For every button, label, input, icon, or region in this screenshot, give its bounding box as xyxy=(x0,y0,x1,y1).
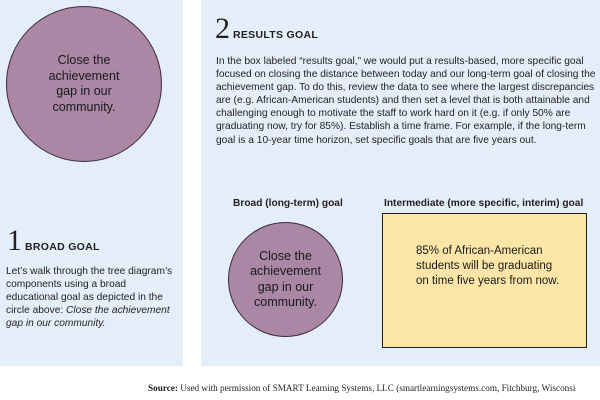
broad-goal-panel: Close the achievement gap in our communi… xyxy=(0,0,183,366)
broad-goal-heading: 1 BROAD GOAL xyxy=(7,226,100,256)
broad-goal-example: Close the achievement gap in our communi… xyxy=(6,305,170,330)
results-goal-title: RESULTS GOAL xyxy=(233,29,319,41)
source-credit: Source: Used with permission of SMART Le… xyxy=(148,383,575,393)
intermediate-goal-text: 85% of African-American students will be… xyxy=(416,245,560,288)
broad-goal-title: BROAD GOAL xyxy=(25,241,100,253)
broad-goal-circle-text: Close the achievement gap in our communi… xyxy=(48,53,120,114)
broad-goal-text: Let’s walk through the tree diagram’s co… xyxy=(6,265,178,330)
long-term-goal-circle: Close the achievement gap in our communi… xyxy=(228,222,343,337)
broad-goal-number: 1 xyxy=(7,224,22,257)
results-goal-heading: 2 RESULTS GOAL xyxy=(215,14,318,44)
intermediate-goal-box: 85% of African-American students will be… xyxy=(382,213,587,348)
broad-long-term-goal-label: Broad (long-term) goal xyxy=(233,198,343,209)
broad-goal-circle: Close the achievement gap in our communi… xyxy=(6,6,162,162)
intermediate-goal-label: Intermediate (more specific, interim) go… xyxy=(384,198,584,209)
results-goal-number: 2 xyxy=(215,12,230,45)
broad-goal-description: Let’s walk through the tree diagram’s co… xyxy=(6,266,173,317)
results-goal-text: In the box labeled “results goal,” we wo… xyxy=(216,56,596,146)
source-text: Used with permission of SMART Learning S… xyxy=(180,383,576,393)
long-term-goal-circle-text: Close the achievement gap in our communi… xyxy=(250,248,321,310)
source-label: Source: xyxy=(148,383,178,393)
